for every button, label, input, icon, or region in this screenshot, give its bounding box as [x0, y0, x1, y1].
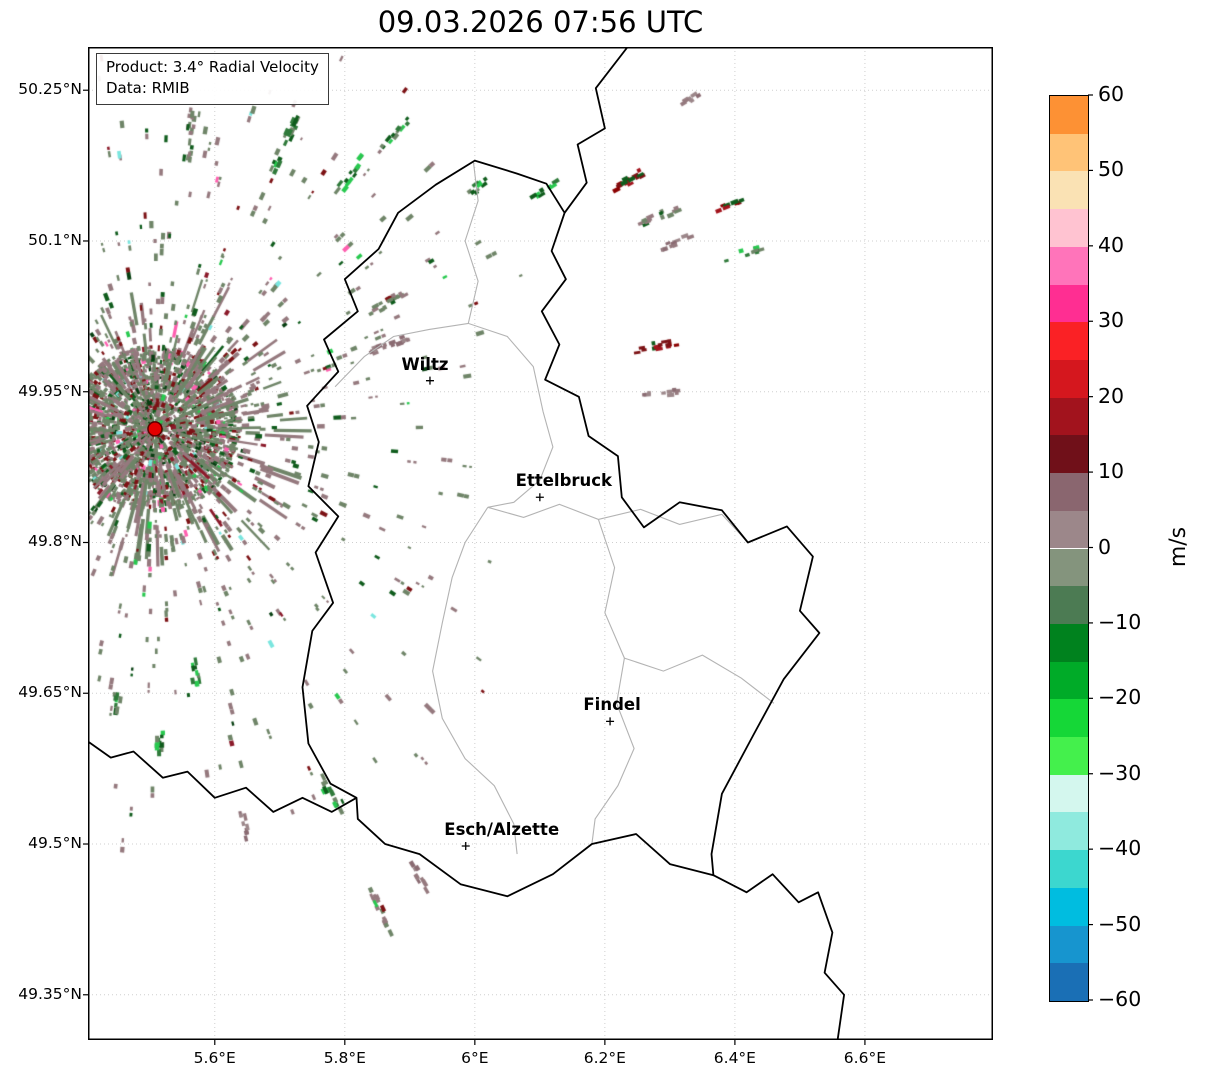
colorbar-tick-label: 40 [1098, 232, 1125, 257]
x-tick-label: 5.6°E [193, 1049, 236, 1067]
plot-frame [88, 47, 993, 1040]
canton-border [624, 654, 775, 704]
colorbar-band [1050, 774, 1088, 813]
colorbar-band [1050, 699, 1088, 738]
colorbar-tick-label: −20 [1098, 685, 1142, 710]
colorbar-tick-label: 0 [1098, 534, 1112, 559]
colorbar-band [1050, 359, 1088, 398]
y-tick-label: 49.95°N [18, 381, 82, 400]
colorbar-band [1050, 171, 1088, 210]
colorbar-band [1050, 661, 1088, 700]
data-source-line: Data: RMIB [106, 79, 190, 97]
colorbar [1049, 95, 1089, 1002]
colorbar-band [1050, 963, 1088, 1001]
city-marker-icon [425, 376, 434, 385]
product-info-box: Product: 3.4° Radial Velocity Data: RMIB [96, 53, 329, 105]
city-labels-layer: Wiltz Ettelbruck Findel Esch/Alzette [88, 47, 993, 1040]
canton-border [487, 503, 749, 543]
colorbar-band [1050, 96, 1088, 134]
y-tick-label: 49.35°N [18, 984, 82, 1003]
colorbar-band [1050, 133, 1088, 172]
y-tick-label: 49.8°N [28, 532, 82, 551]
radar-site-marker [147, 421, 163, 437]
colorbar-band [1050, 322, 1088, 360]
x-tick-label: 6°E [461, 1049, 489, 1067]
city-marker-icon [461, 842, 470, 851]
canton-border [334, 322, 554, 508]
city-marker-icon [606, 717, 615, 726]
y-tick-label: 49.5°N [28, 834, 82, 852]
france-germany-border [712, 873, 845, 1040]
colorbar-unit-label: m/s [1166, 526, 1191, 568]
city-label-wiltz: Wiltz [401, 354, 449, 374]
colorbar-band [1050, 623, 1088, 662]
city-label-ettelbruck: Ettelbruck [515, 471, 613, 491]
colorbar-band [1050, 510, 1088, 549]
colorbar-band [1050, 887, 1088, 926]
colorbar-band [1050, 435, 1088, 474]
radar-echo-layer [88, 47, 993, 1040]
colorbar-tick-label: 60 [1098, 82, 1125, 106]
canton-border [432, 507, 518, 855]
map-plot-area: Wiltz Ettelbruck Findel Esch/Alzette Produc… [88, 47, 993, 1040]
city-label-findel: Findel [583, 695, 641, 715]
canton-border [591, 519, 635, 845]
x-tick-label: 6.6°E [843, 1049, 886, 1067]
colorbar-tick-label: −30 [1098, 760, 1142, 785]
figure-title: 09.03.2026 07:56 UTC [377, 5, 704, 39]
luxembourg-border [301, 159, 821, 898]
product-line: Product: 3.4° Radial Velocity [106, 58, 319, 76]
colorbar-tick-label: −50 [1098, 911, 1142, 936]
colorbar-tick-label: −60 [1098, 987, 1142, 1011]
city-label-esch-alzette: Esch/Alzette [444, 820, 560, 840]
colorbar-tick-label: 20 [1098, 383, 1125, 408]
colorbar-tick-label: 50 [1098, 157, 1125, 182]
colorbar-band [1050, 284, 1088, 323]
map-borders-layer [88, 47, 993, 1040]
y-tick-label: 49.65°N [18, 683, 82, 702]
canton-border [464, 162, 479, 324]
colorbar-band [1050, 473, 1088, 511]
colorbar-band [1050, 246, 1088, 285]
city-marker-icon [535, 493, 544, 502]
colorbar-band [1050, 209, 1088, 247]
colorbar-tick-label: −10 [1098, 609, 1142, 634]
colorbar-tick-label: 10 [1098, 459, 1125, 484]
x-tick-label: 6.2°E [583, 1049, 626, 1067]
x-tick-label: 5.8°E [323, 1049, 366, 1067]
belgium-germany-border [563, 47, 629, 214]
france-belgium-border [88, 740, 357, 813]
colorbar-band [1050, 737, 1088, 775]
x-tick-label: 6.4°E [713, 1049, 756, 1067]
colorbar-band [1050, 397, 1088, 436]
colorbar-band [1050, 925, 1088, 964]
y-tick-label: 50.25°N [18, 80, 82, 99]
colorbar-band [1050, 586, 1088, 624]
colorbar-tick-label: 30 [1098, 308, 1125, 333]
colorbar-band [1050, 548, 1088, 587]
colorbar-band [1050, 850, 1088, 888]
colorbar-band [1050, 812, 1088, 851]
colorbar-tick-label: −40 [1098, 836, 1142, 861]
y-tick-label: 50.1°N [28, 230, 82, 249]
